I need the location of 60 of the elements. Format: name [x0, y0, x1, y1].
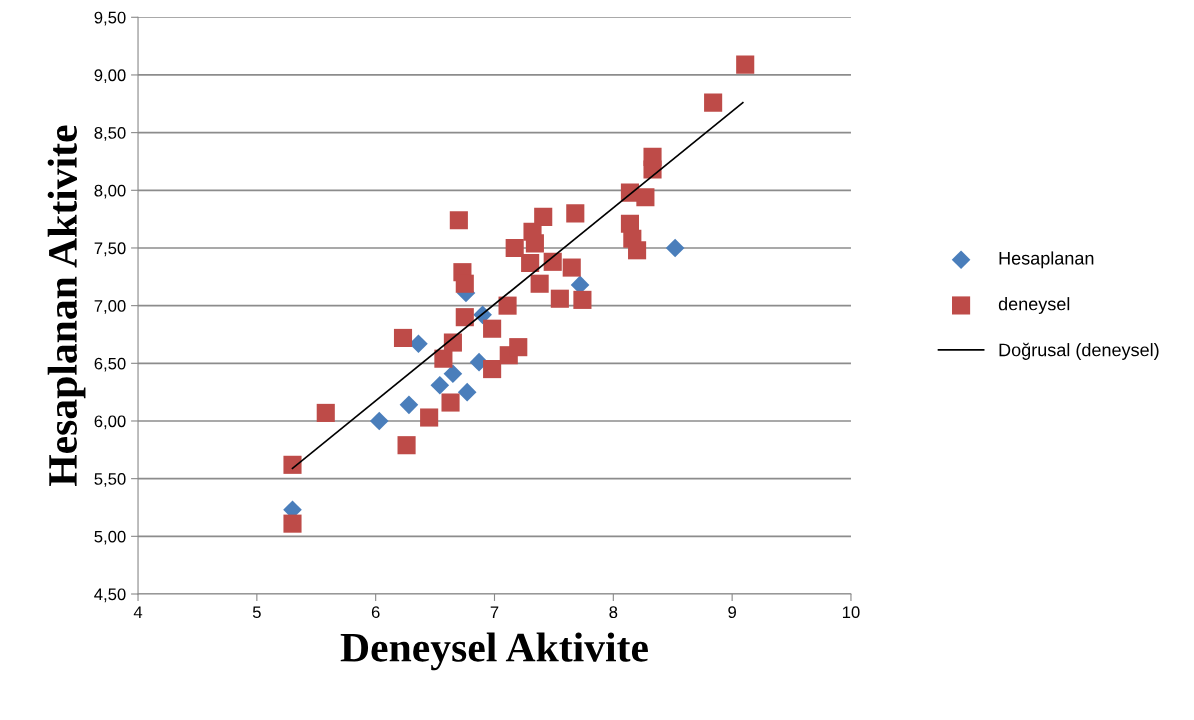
legend-label: Doğrusal (deneysel) [999, 342, 1159, 360]
x-tick-label: 10 [842, 606, 860, 619]
point [449, 211, 468, 230]
point [369, 411, 389, 431]
legend-label: Hesaplanan [999, 251, 1094, 269]
point [525, 234, 544, 253]
x-tick-label: 8 [609, 606, 618, 619]
x-tick-label: 5 [252, 606, 261, 619]
y-tick-label: 7,00 [94, 300, 126, 314]
x-tick-label: 9 [728, 606, 736, 619]
point [505, 238, 524, 258]
x-tick-label: 7 [490, 606, 499, 618]
point [483, 319, 502, 338]
y-tick-label: 5,50 [94, 473, 126, 487]
y-tick-label: 9,50 [94, 11, 126, 26]
y-tick-label: 9,00 [94, 69, 126, 84]
point [636, 188, 655, 207]
point [399, 395, 419, 415]
x-tick-label: 6 [371, 606, 380, 619]
point [409, 334, 428, 354]
point [573, 290, 592, 309]
y-tick-label: 8,50 [94, 127, 126, 141]
legend-label: deneysel [998, 297, 1070, 314]
point [562, 258, 581, 277]
point [283, 455, 302, 474]
point [509, 338, 528, 357]
x-axis-title: Deneysel Aktivite [340, 632, 648, 671]
point [443, 364, 463, 384]
y-tick-label: 6,50 [94, 357, 126, 372]
point [534, 207, 553, 226]
point [550, 289, 569, 308]
point [628, 241, 647, 260]
point [283, 514, 302, 533]
point [483, 360, 502, 379]
point [455, 274, 474, 293]
x-tick-label: 4 [133, 606, 143, 618]
point [566, 204, 585, 223]
point [393, 328, 413, 347]
point [521, 253, 540, 273]
point [455, 308, 474, 327]
point [420, 408, 439, 427]
point [665, 238, 685, 258]
point [441, 393, 460, 412]
point [530, 274, 549, 293]
y-tick-label: 4,50 [94, 588, 126, 603]
point [397, 436, 416, 455]
point [704, 93, 723, 112]
y-tick-label: 5,00 [94, 530, 126, 545]
point [457, 382, 477, 402]
point [498, 296, 517, 315]
y-axis-title: Hesaplanan Aktivite [47, 125, 86, 487]
point [643, 147, 662, 166]
y-tick-label: 6,00 [94, 415, 126, 430]
point [434, 349, 453, 368]
point [736, 55, 755, 74]
y-tick-label: 8,00 [94, 184, 126, 199]
point [543, 252, 562, 271]
y-tick-label: 7,50 [94, 242, 126, 257]
point [316, 403, 335, 422]
point [430, 375, 450, 395]
